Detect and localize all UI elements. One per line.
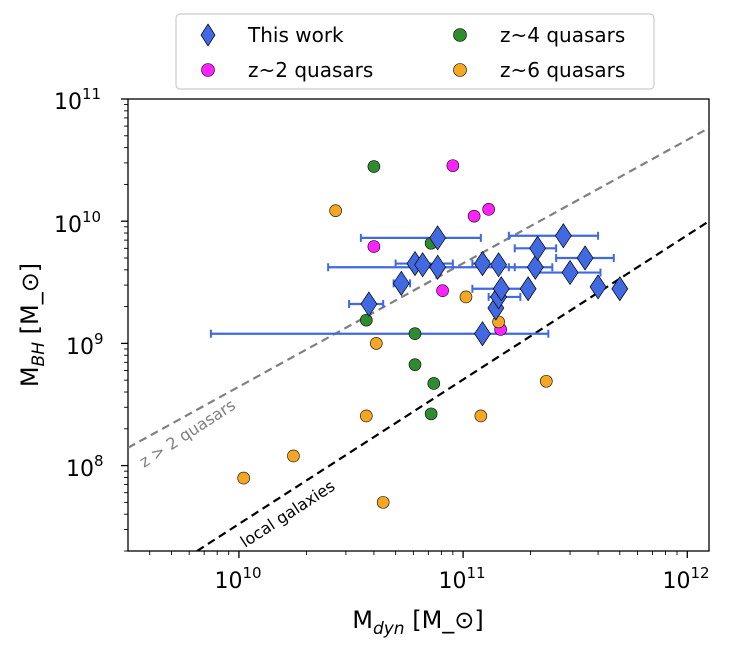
legend-label-this-work: This work [247, 23, 344, 47]
z6-quasars-point [370, 337, 383, 350]
z2-quasars-point [467, 209, 481, 223]
z4-quasars-point [424, 407, 438, 421]
z2-quasars-point [482, 203, 495, 216]
z6-quasars-point [474, 409, 488, 423]
this-work-point [429, 254, 447, 280]
this-work-point [474, 321, 491, 347]
axis-ticks [121, 98, 688, 558]
plot-area [127, 98, 710, 552]
this-work-point [554, 223, 572, 249]
this-work-point [360, 291, 378, 317]
z6-quasars-point [539, 374, 553, 388]
z4-quasars-point [360, 313, 373, 327]
x-axis-label: Mdyn [M_⊙] [352, 606, 484, 639]
data-points [237, 159, 629, 509]
z4-quasars-point [427, 377, 441, 390]
legend-marker-z4 [453, 28, 467, 42]
reference-lines [128, 126, 709, 551]
this-work-point [392, 270, 410, 296]
local-galaxies-line [196, 220, 709, 551]
this-work-point [576, 245, 594, 271]
this-work-point [526, 254, 544, 280]
z2-quasars-point [436, 284, 449, 297]
legend-label-z6: z~6 quasars [500, 58, 625, 82]
this-work-point [492, 276, 510, 302]
z6-quasars-point [237, 471, 250, 485]
this-work-point [561, 259, 579, 286]
legend-label-z2: z~2 quasars [248, 58, 373, 82]
this-work-point [490, 252, 508, 278]
z4-quasars-point [367, 160, 381, 173]
this-work-point [429, 225, 447, 251]
x-tick-labels: 1010 1011 1012 [214, 564, 709, 594]
x-tick-label-1e12: 1012 [662, 564, 709, 594]
z2-quasars-point [446, 159, 460, 172]
legend: This work z~4 quasars z~2 quasars z~6 qu… [175, 13, 655, 90]
this-work-point [529, 235, 547, 261]
legend-label-z4: z~4 quasars [500, 23, 625, 47]
x-tick-label-1e11: 1011 [438, 564, 485, 594]
y-tick-labels: 108 109 1010 1011 [54, 85, 104, 482]
x-tick-label-1e10: 1010 [214, 564, 261, 594]
z4-quasars-point [408, 358, 422, 371]
y-tick-label-1e8: 108 [66, 452, 104, 482]
z6-quasars-point [459, 290, 473, 304]
z6-quasars-point [360, 409, 373, 423]
this-work-point [414, 252, 432, 278]
z4-quasars-point [408, 327, 422, 341]
y-axis-label: MBH [M_⊙] [16, 263, 49, 387]
y-tick-label-1e10: 1010 [54, 208, 101, 238]
this-work-point [519, 276, 537, 302]
this-work-point [611, 276, 629, 302]
y-tick-label-1e11: 1011 [54, 85, 101, 115]
this-work-point [474, 250, 491, 277]
legend-box [175, 13, 655, 90]
z6-quasars-point [287, 449, 300, 463]
legend-marker-z6 [453, 63, 467, 77]
z2-quasars-point [367, 240, 381, 253]
z6-quasars-point [376, 496, 390, 509]
this-work-point [589, 274, 607, 300]
z6-quasars-point [329, 204, 342, 217]
y-tick-label-1e9: 109 [66, 330, 104, 360]
z2-quasars-line [128, 126, 709, 449]
legend-marker-z2 [201, 63, 215, 77]
